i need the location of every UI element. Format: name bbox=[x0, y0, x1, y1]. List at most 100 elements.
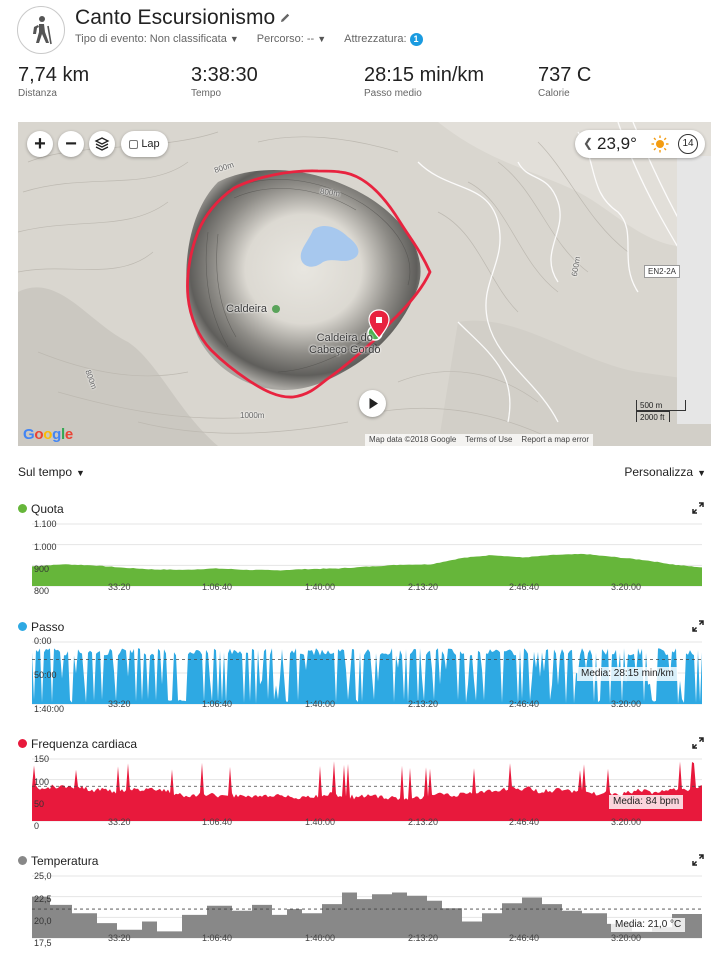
chart-title: Quota bbox=[31, 502, 64, 516]
pace-area bbox=[32, 648, 702, 704]
customize-dropdown[interactable]: Personalizza ▼ bbox=[624, 465, 706, 479]
y-tick-label: 25,0 bbox=[34, 871, 52, 881]
layers-button[interactable] bbox=[89, 131, 115, 157]
gear-selector[interactable]: Attrezzatura: 1 bbox=[344, 33, 423, 46]
zoom-in-button[interactable]: + bbox=[27, 131, 53, 157]
lap-checkbox[interactable] bbox=[129, 139, 139, 149]
road-label: EN2-2A bbox=[644, 265, 681, 278]
y-tick-label: 50 bbox=[34, 799, 45, 809]
activity-title[interactable]: Canto Escursionismo bbox=[75, 6, 276, 29]
x-tick-label: 2:13:20 bbox=[408, 817, 439, 827]
average-label: Media: 84 bpm bbox=[609, 795, 684, 809]
x-tick-label: 2:13:20 bbox=[408, 582, 439, 592]
y-tick-label: 1.100 bbox=[34, 519, 57, 529]
chevron-down-icon: ▼ bbox=[317, 34, 327, 44]
stat-label: Tempo bbox=[191, 88, 222, 99]
legend-dot bbox=[18, 739, 27, 748]
map-data-credit: Map data ©2018 Google bbox=[369, 435, 457, 444]
map-attribution: Map data ©2018 Google Terms of Use Repor… bbox=[365, 434, 594, 446]
event-type-dropdown[interactable]: Tipo di evento: Non classificata ▼ bbox=[75, 33, 239, 46]
y-tick-label: 1.000 bbox=[34, 542, 57, 552]
map-scale[interactable]: 500 m 2000 ft bbox=[636, 400, 686, 422]
x-tick-label: 1:40:00 bbox=[305, 933, 336, 943]
elevation-plot[interactable] bbox=[32, 516, 702, 592]
stat-distance: 7,74 km Distanza bbox=[18, 64, 89, 99]
chart-title: Temperatura bbox=[31, 854, 99, 868]
wind-speed-icon: 14 bbox=[678, 134, 698, 154]
hiker-icon bbox=[33, 16, 52, 45]
place-label-caldeira: Caldeira bbox=[226, 303, 267, 315]
y-tick-label: 1:40:00 bbox=[34, 704, 65, 714]
report-map-error-link[interactable]: Report a map error bbox=[521, 435, 590, 444]
zoom-out-button[interactable]: − bbox=[58, 131, 84, 157]
elevation-chart: Quota 1.100 1.000 900 800 33:20 1:06:40 … bbox=[0, 502, 720, 602]
expand-icon[interactable] bbox=[692, 854, 704, 866]
playback-button[interactable] bbox=[359, 390, 386, 417]
elevation-area bbox=[32, 553, 702, 586]
scale-metric: 500 m bbox=[636, 400, 686, 411]
y-tick-label: 0:00 bbox=[34, 636, 52, 646]
stat-value: 7,74 km bbox=[18, 64, 90, 86]
weather-widget[interactable]: ❮ 23,9° 14 bbox=[575, 130, 705, 158]
layers-icon bbox=[94, 137, 110, 151]
y-tick-label: 50:00 bbox=[34, 670, 57, 680]
temperature-area bbox=[32, 892, 702, 938]
y-tick-label: 800 bbox=[34, 586, 50, 596]
expand-icon[interactable] bbox=[692, 737, 704, 749]
x-tick-label: 2:46:40 bbox=[509, 817, 540, 827]
y-tick-label: 0 bbox=[34, 821, 40, 831]
x-tick-label: 2:46:40 bbox=[509, 933, 540, 943]
scale-imperial: 2000 ft bbox=[636, 411, 670, 422]
x-tick-label: 2:13:20 bbox=[408, 933, 439, 943]
pace-chart: Passo 0:00 50:00 1:40:00 Media: 28:15 mi… bbox=[0, 620, 720, 720]
google-logo[interactable]: Google bbox=[23, 426, 73, 443]
stat-value: 737 C bbox=[538, 64, 592, 86]
terms-of-use-link[interactable]: Terms of Use bbox=[465, 435, 513, 444]
activity-header: Canto Escursionismo Tipo di evento: Non … bbox=[0, 0, 720, 62]
x-tick-label: 33:20 bbox=[108, 582, 131, 592]
timeline-label: Sul tempo bbox=[18, 465, 73, 479]
place-label-line: Caldeira do bbox=[316, 332, 373, 344]
chevron-left-icon[interactable]: ❮ bbox=[583, 136, 594, 150]
map-side-strip bbox=[677, 156, 711, 424]
event-type-label: Tipo di evento: Non classificata bbox=[75, 33, 227, 45]
x-tick-label: 1:40:00 bbox=[305, 817, 336, 827]
x-tick-label: 33:20 bbox=[108, 933, 131, 943]
temperature-chart: Temperatura 25,0 22,5 20,0 17,5 Media: 2… bbox=[0, 854, 720, 954]
x-tick-label: 2:46:40 bbox=[509, 582, 540, 592]
y-tick-label: 22,5 bbox=[34, 894, 52, 904]
x-tick-label: 2:46:40 bbox=[509, 699, 540, 709]
route-dropdown[interactable]: Percorso: -- ▼ bbox=[257, 33, 326, 46]
x-tick-label: 3:20:00 bbox=[611, 817, 642, 827]
activity-type-avatar[interactable] bbox=[17, 6, 65, 54]
stat-value: 3:38:30 bbox=[191, 64, 258, 86]
route-map[interactable]: + − Lap ❮ 23,9° 14 Caldeira Caldeira do … bbox=[18, 122, 711, 446]
chart-controls: Sul tempo ▼ Personalizza ▼ bbox=[0, 465, 720, 481]
expand-icon[interactable] bbox=[692, 620, 704, 632]
stat-label: Distanza bbox=[18, 88, 57, 99]
x-tick-label: 1:06:40 bbox=[202, 582, 233, 592]
pace-plot[interactable] bbox=[32, 634, 702, 710]
weather-temperature: 23,9° bbox=[597, 134, 637, 153]
y-tick-label: 150 bbox=[34, 754, 50, 764]
place-label-line: Cabeço Gordo bbox=[309, 344, 381, 356]
pencil-edit-icon[interactable] bbox=[279, 12, 291, 24]
heart-rate-plot[interactable] bbox=[32, 751, 702, 827]
chevron-down-icon: ▼ bbox=[229, 34, 239, 44]
legend-dot bbox=[18, 622, 27, 631]
sun-icon bbox=[651, 135, 669, 153]
contour-label: 1000m bbox=[240, 411, 265, 420]
lap-toggle[interactable]: Lap bbox=[121, 131, 168, 157]
x-tick-label: 2:13:20 bbox=[408, 699, 439, 709]
stat-value: 28:15 min/km bbox=[364, 64, 485, 86]
play-icon bbox=[369, 398, 378, 409]
heart-rate-area bbox=[32, 761, 702, 821]
y-tick-label: 17,5 bbox=[34, 938, 52, 948]
x-tick-label: 1:40:00 bbox=[305, 582, 336, 592]
temperature-plot[interactable] bbox=[32, 868, 702, 944]
stat-label: Calorie bbox=[538, 88, 570, 99]
x-tick-label: 33:20 bbox=[108, 699, 131, 709]
timeline-dropdown[interactable]: Sul tempo ▼ bbox=[18, 465, 85, 479]
expand-icon[interactable] bbox=[692, 502, 704, 514]
average-label: Media: 28:15 min/km bbox=[577, 667, 678, 681]
